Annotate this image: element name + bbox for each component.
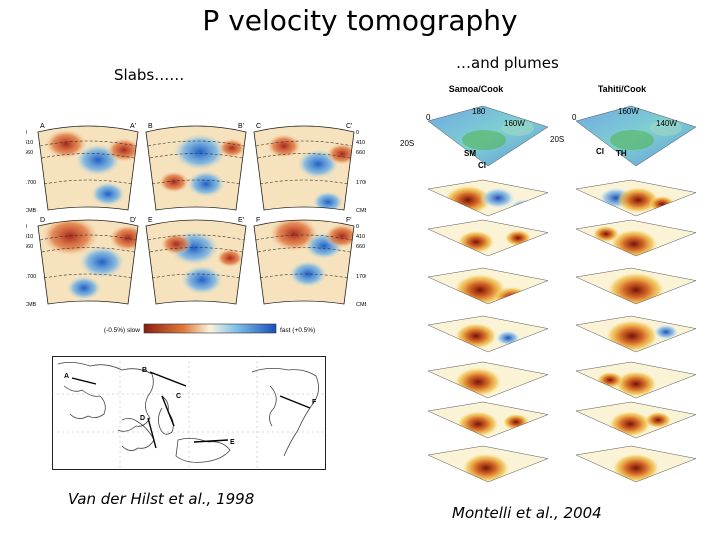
coastlines: [57, 362, 319, 463]
profile-d-line: [147, 417, 157, 449]
cross-section-panel-4: D D' 0 410 660 1700 CMB: [26, 217, 139, 308]
profile-c-line: [161, 395, 175, 427]
section-start-label-4: D: [40, 217, 45, 224]
profile-a-line: [71, 377, 97, 385]
cross-section-panel-2: B B': [145, 123, 247, 211]
samoa-depth-slice-6: [427, 361, 549, 399]
cross-section-panel-5: E E': [145, 217, 247, 305]
section-start-label-1: A: [40, 123, 45, 130]
samoa-depth-slice-8: [427, 445, 549, 483]
section-end-label-2: B': [238, 123, 244, 130]
section-start-label-3: C: [256, 123, 261, 130]
map-label-c: C: [176, 393, 181, 400]
section-end-label-6: F': [346, 217, 352, 224]
samoa-depth-slice-7: [427, 401, 549, 439]
map-label-b: B: [142, 367, 147, 374]
depth-label-1-1: 0: [26, 130, 27, 136]
slabs-cross-sections-figure: AA'04106601700CMBBB'CC'04106601700CMBDD'…: [26, 123, 366, 334]
section-start-label-5: E: [148, 217, 153, 224]
section-end-label-4: D': [130, 217, 136, 224]
section-end-label-3: C': [346, 123, 352, 130]
depth-label-3-3: 660: [356, 150, 365, 156]
depth-label-4-1: 0: [26, 224, 27, 230]
samoa-label-0: 0: [426, 113, 431, 122]
samoa-depth-slice-3: [427, 219, 549, 257]
samoa-label-160w: 160W: [504, 119, 525, 128]
depth-label-1-2: 410: [26, 140, 33, 146]
slide-title: P velocity tomography: [202, 4, 518, 37]
tahiti-depth-slice-8: [575, 445, 697, 483]
depth-label-3-2: 410: [356, 140, 365, 146]
samoa-label-sm: SM: [464, 149, 476, 158]
cross-section-panel-6: F F' 0 410 660 1700 CMB: [253, 217, 366, 308]
section-start-label-6: F: [256, 217, 260, 224]
profile-f-line: [279, 395, 311, 409]
colorbar: [143, 323, 277, 334]
depth-label-3-4: 1700: [356, 180, 366, 186]
colorbar-slow-label: (-0.5%) slow: [104, 327, 140, 334]
section-start-label-2: B: [148, 123, 153, 130]
depth-label-3-1: 0: [356, 130, 359, 136]
section-end-label-5: E': [238, 217, 244, 224]
depth-label-4-5: CMB: [26, 302, 37, 308]
depth-label-1-5: CMB: [26, 208, 37, 214]
tahiti-label-20s: 20S: [550, 135, 564, 144]
depth-label-1-4: 1700: [26, 180, 36, 186]
plumes-caption: …and plumes: [456, 54, 559, 72]
depth-label-6-4: 1700: [356, 274, 366, 280]
slabs-caption: Slabs……: [114, 66, 185, 84]
tahiti-depth-slice-5: [575, 315, 697, 353]
depth-label-3-5: CMB: [356, 208, 366, 214]
depth-label-4-4: 1700: [26, 274, 36, 280]
tahiti-cook-title: Tahiti/Cook: [598, 84, 647, 94]
profile-e-line: [193, 439, 229, 443]
depth-label-6-2: 410: [356, 234, 365, 240]
depth-label-6-1: 0: [356, 224, 359, 230]
tahiti-depth-slice-6: [575, 361, 697, 399]
depth-label-6-5: CMB: [356, 302, 366, 308]
colorbar-fast-label: fast (+0.5%): [280, 327, 315, 334]
tahiti-label-160w: 160W: [618, 107, 639, 116]
tahiti-depth-slice-2: [575, 179, 697, 217]
samoa-label-20s: 20S: [400, 139, 414, 148]
samoa-depth-slice-5: [427, 315, 549, 353]
cross-section-panel-1: A A' 0 410 660 1700 CMB: [26, 123, 139, 214]
profile-location-map: A B C D E F: [52, 356, 326, 470]
cross-section-panel-3: C C' 0 410 660 1700 CMB: [253, 123, 366, 214]
samoa-label-ci: CI: [478, 161, 486, 170]
depth-label-6-3: 660: [356, 244, 365, 250]
profile-lines: [71, 371, 311, 449]
right-citation: Montelli et al., 2004: [452, 504, 602, 522]
depth-label-4-2: 410: [26, 234, 33, 240]
tahiti-label-th: TH: [616, 149, 627, 158]
section-end-label-1: A': [130, 123, 136, 130]
tahiti-label-ci: CI: [596, 147, 604, 156]
samoa-depth-slice-4: [427, 267, 549, 305]
tahiti-label-140w: 140W: [656, 119, 677, 128]
plumes-stacked-slices-figure: Samoa/Cook Tahiti/Cook 0 180 160W 20S SM…: [400, 84, 697, 483]
tahiti-depth-slice-3: [575, 219, 697, 257]
tahiti-label-0: 0: [572, 113, 577, 122]
map-label-f: F: [312, 399, 317, 406]
map-label-a: A: [64, 373, 69, 380]
profile-b-line: [149, 371, 187, 387]
samoa-depth-slice-1: [427, 105, 549, 167]
samoa-cook-title: Samoa/Cook: [449, 84, 505, 94]
samoa-depth-slice-2: [427, 179, 549, 217]
tahiti-depth-slice-1: [575, 105, 697, 167]
depth-label-1-3: 660: [26, 150, 33, 156]
map-label-e: E: [230, 439, 235, 446]
depth-label-4-3: 660: [26, 244, 33, 250]
map-label-d: D: [140, 415, 145, 422]
tahiti-depth-slice-4: [575, 267, 697, 305]
samoa-label-180: 180: [472, 107, 486, 116]
tahiti-depth-slice-7: [575, 401, 697, 439]
left-citation: Van der Hilst et al., 1998: [68, 490, 255, 508]
